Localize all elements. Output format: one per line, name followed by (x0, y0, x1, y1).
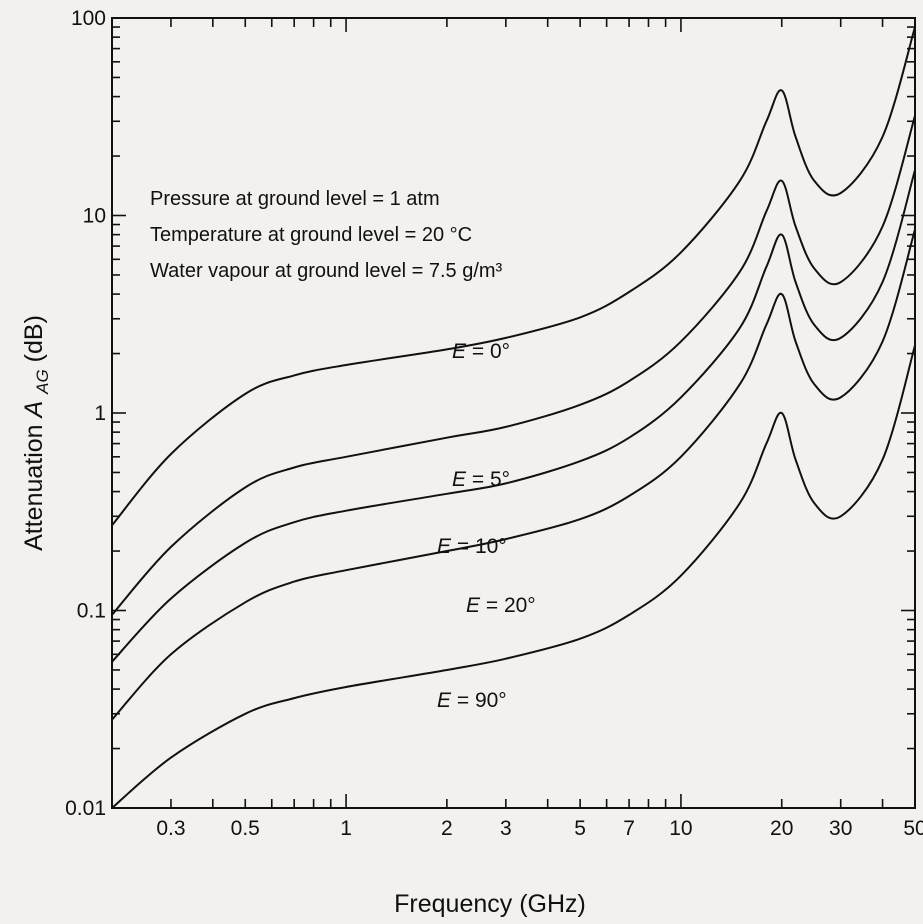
curve-label-e20: E = 20° (466, 594, 536, 617)
curve-label-e5: E = 5° (452, 468, 510, 491)
annotation-temperature: Temperature at ground level = 20 °C (150, 224, 472, 246)
annotation-water-vapour: Water vapour at ground level = 7.5 g/m³ (150, 260, 503, 282)
y-tick-label: 100 (71, 7, 106, 30)
x-tick-label: 3 (500, 817, 512, 840)
series-line-e0 (111, 26, 916, 526)
x-tick-label: 7 (623, 817, 635, 840)
x-tick-label: 5 (574, 817, 586, 840)
y-tick-label: 0.01 (65, 797, 106, 820)
series-line-e20 (111, 229, 916, 721)
x-tick-label: 50 (903, 817, 923, 840)
series-line-e10 (111, 169, 916, 663)
x-tick-label: 20 (770, 817, 793, 840)
x-tick-label: 10 (669, 817, 692, 840)
x-tick-label: 30 (829, 817, 852, 840)
y-axis-title-subscript: AG (33, 369, 52, 395)
x-axis-title: Frequency (GHz) (394, 890, 586, 918)
series-line-e90 (111, 345, 916, 809)
y-axis-title-unit: (dB) (20, 315, 48, 362)
y-axis-title-symbol: A (20, 401, 48, 420)
y-tick-label: 10 (83, 205, 106, 228)
y-tick-label: 1 (94, 402, 106, 425)
y-axis-title: Attenuation A AG (dB) (20, 315, 54, 551)
curve-label-e10: E = 10° (437, 535, 507, 558)
curve-label-e0: E = 0° (452, 340, 510, 363)
x-tick-label: 2 (441, 817, 453, 840)
x-tick-label: 0.3 (156, 817, 185, 840)
plot-frame (111, 17, 916, 809)
x-tick-label: 0.5 (231, 817, 260, 840)
x-tick-label: 1 (340, 817, 352, 840)
curve-label-e90: E = 90° (437, 689, 507, 712)
y-axis-title-main: Attenuation (20, 417, 48, 550)
series-line-e5 (111, 115, 916, 616)
x-tick-labels: 0.3 0.5 1 2 3 5 7 10 20 30 50 (156, 817, 923, 840)
annotation-pressure: Pressure at ground level = 1 atm (150, 188, 440, 210)
series-curves (111, 26, 916, 809)
y-tick-label: 0.1 (77, 600, 106, 623)
y-tick-labels: 0.01 0.1 1 10 100 (65, 7, 106, 820)
